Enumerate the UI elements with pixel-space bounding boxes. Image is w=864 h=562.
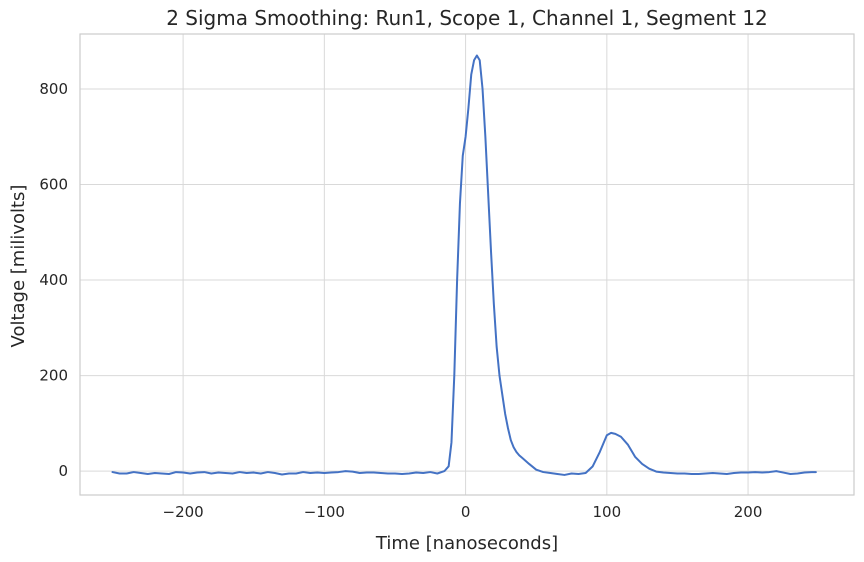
x-axis-ticks: −200 −100 0 100 200	[163, 503, 763, 521]
y-tick-label: 200	[39, 367, 68, 385]
x-tick-label: 0	[461, 503, 471, 521]
x-tick-label: 100	[593, 503, 622, 521]
x-tick-label: 200	[734, 503, 763, 521]
x-tick-label: −200	[163, 503, 204, 521]
x-tick-label: −100	[304, 503, 345, 521]
y-tick-label: 0	[58, 462, 68, 480]
grid-lines	[80, 34, 854, 495]
y-tick-label: 600	[39, 175, 68, 193]
series-line	[111, 54, 817, 476]
chart-title: 2 Sigma Smoothing: Run1, Scope 1, Channe…	[166, 6, 768, 30]
plot-frame	[79, 33, 855, 496]
y-tick-label: 400	[39, 271, 68, 289]
y-tick-label: 800	[39, 80, 68, 98]
y-axis-label: Voltage [milivolts]	[8, 185, 29, 348]
y-axis-ticks: 0 200 400 600 800	[39, 80, 68, 480]
x-axis-label: Time [nanoseconds]	[375, 533, 558, 554]
